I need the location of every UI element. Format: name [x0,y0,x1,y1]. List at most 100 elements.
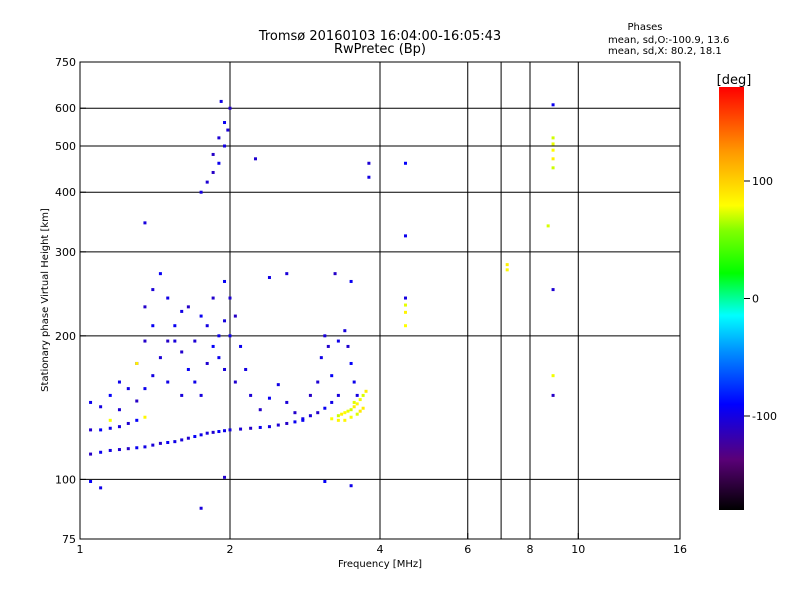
chart-title: Tromsø 20160103 16:04:00-16:05:43 [258,29,501,44]
data-point [330,374,334,378]
data-point [211,170,215,174]
data-point [217,430,221,434]
data-point [336,393,340,397]
data-point [285,272,289,276]
data-point [108,418,112,422]
data-point [352,380,356,384]
data-point [258,425,262,429]
data-point [205,431,209,435]
data-point [108,448,112,452]
y-tick-label: 750 [55,56,76,69]
data-point [301,417,305,421]
data-point [223,279,227,283]
data-point [166,296,170,300]
data-point [173,339,177,343]
data-point [173,324,177,328]
data-point [135,446,139,450]
data-point [199,393,203,397]
data-point [352,400,356,404]
y-axis-label: Stationary phase Virtual Height [km] [40,208,51,392]
data-point [349,279,353,283]
data-point [89,479,93,483]
data-point [180,309,184,313]
data-point [199,506,203,510]
data-point [319,356,323,360]
y-tick-label: 600 [55,102,76,115]
data-point [89,428,93,432]
data-point [228,296,232,300]
data-point [186,436,190,440]
data-point [211,344,215,348]
data-point [316,380,320,384]
data-point [346,344,350,348]
y-tick-label: 200 [55,330,76,343]
data-point [239,427,243,431]
data-point [193,380,197,384]
data-point [126,447,130,451]
data-point [551,136,555,140]
stats-heading: Phases [627,22,662,33]
data-point [143,221,147,225]
data-point [326,344,330,348]
data-point [336,414,340,418]
stats-o-line: mean, sd,O:-100.9, 13.6 [608,35,729,46]
data-point [505,263,509,267]
y-tick-label: 500 [55,140,76,153]
data-point [323,479,327,483]
data-point [180,350,184,354]
x-tick-label: 2 [227,543,234,556]
data-point [330,417,334,421]
data-point [99,486,103,490]
data-point [117,380,121,384]
colorbar-tick-label: -100 [752,410,777,423]
data-point [143,415,147,419]
data-point [343,411,347,415]
data-point [143,445,147,449]
data-point [151,324,155,328]
colorbar-label: [deg] [717,73,752,88]
data-point [546,224,550,228]
data-point [349,361,353,365]
data-point [135,399,139,403]
data-point [551,142,555,146]
stats-x-line: mean, sd,X: 80.2, 18.1 [608,46,722,57]
y-tick-label: 400 [55,186,76,199]
data-point [223,429,227,433]
data-point [223,475,227,479]
data-point [333,272,337,276]
data-point [217,356,221,360]
data-point [223,121,227,125]
data-point [199,190,203,194]
y-tick-label: 75 [62,533,76,546]
data-point [267,276,271,280]
data-point [285,421,289,425]
data-point [403,234,407,238]
x-tick-label: 10 [571,543,585,556]
data-point [253,157,257,161]
data-point [226,128,230,132]
data-point [223,367,227,371]
data-point [158,441,162,445]
data-point [211,430,215,434]
data-point [358,409,362,413]
data-point [223,144,227,148]
data-point [217,161,221,165]
data-point [143,305,147,309]
data-point [186,367,190,371]
data-point [505,268,509,272]
data-point [193,339,197,343]
x-tick-label: 6 [464,543,471,556]
data-point [343,329,347,333]
data-point [108,426,112,430]
data-point [193,435,197,439]
data-point [367,161,371,165]
y-tick-label: 300 [55,246,76,259]
x-tick-label: 8 [527,543,534,556]
data-point [323,406,327,410]
data-point [117,448,121,452]
data-point [158,272,162,276]
data-point [355,393,359,397]
data-point [219,99,223,103]
data-point [293,411,297,415]
data-point [180,438,184,442]
